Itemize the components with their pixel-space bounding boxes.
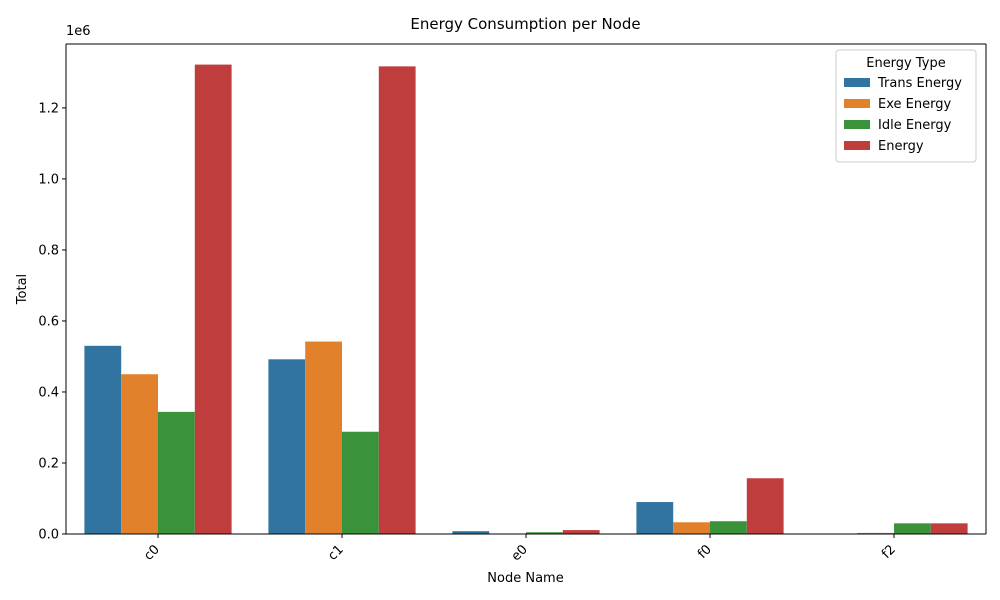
bar-f2-exe-energy	[857, 532, 894, 534]
x-tick-label-c0: c0	[141, 542, 163, 564]
bar-c1-idle-energy	[342, 431, 379, 534]
legend-title: Energy Type	[866, 56, 946, 71]
bar-f0-trans-energy	[636, 502, 674, 534]
x-tick-label-f2: f2	[879, 542, 899, 562]
bar-f0-exe-energy	[673, 522, 710, 534]
bar-c0-energy	[194, 64, 232, 534]
legend: Energy Type Trans Energy Exe Energy Idle En…	[835, 49, 977, 163]
legend-label-trans-energy: Trans Energy	[877, 76, 962, 91]
y-tick-label: 0.6	[38, 314, 59, 329]
x-tick-label-e0: e0	[509, 542, 531, 564]
bar-c1-exe-energy	[305, 341, 342, 534]
y-tick-label: 0.2	[38, 456, 59, 471]
y-tick-label: 0.0	[38, 528, 59, 543]
bar-c0-exe-energy	[121, 374, 158, 534]
legend-label-exe-energy: Exe Energy	[878, 97, 951, 112]
bar-e0-idle-energy	[526, 532, 563, 534]
y-tick-label: 0.4	[38, 385, 59, 400]
legend-label-energy: Energy	[878, 139, 924, 154]
x-tick-label-c1: c1	[325, 542, 347, 564]
legend-swatch-trans-energy	[844, 78, 870, 87]
legend-box	[835, 49, 977, 163]
chart-title: Energy Consumption per Node	[410, 15, 640, 33]
bar-f0-energy	[746, 478, 784, 534]
bar-c0-idle-energy	[158, 411, 195, 534]
y-scale-label: 1e6	[66, 24, 91, 39]
x-tick-label-f0: f0	[695, 542, 715, 562]
bar-f2-energy	[930, 523, 968, 534]
x-axis-label: Node Name	[487, 571, 563, 586]
bar-f0-idle-energy	[710, 521, 747, 534]
bar-f2-idle-energy	[894, 523, 931, 534]
legend-swatch-idle-energy	[844, 120, 870, 129]
y-tick-label: 1.0	[38, 172, 59, 187]
y-tick-label: 0.8	[38, 243, 59, 258]
y-axis-label: Total	[15, 274, 30, 305]
bar-e0-energy	[562, 530, 600, 534]
bar-c0-trans-energy	[84, 345, 122, 534]
legend-swatch-exe-energy	[844, 99, 870, 108]
legend-label-idle-energy: Idle Energy	[878, 118, 952, 133]
bar-c1-energy	[378, 66, 416, 535]
bar-e0-trans-energy	[452, 531, 490, 534]
bar-c1-trans-energy	[268, 359, 306, 534]
y-tick-label: 1.2	[38, 101, 59, 116]
legend-swatch-energy	[844, 141, 870, 150]
